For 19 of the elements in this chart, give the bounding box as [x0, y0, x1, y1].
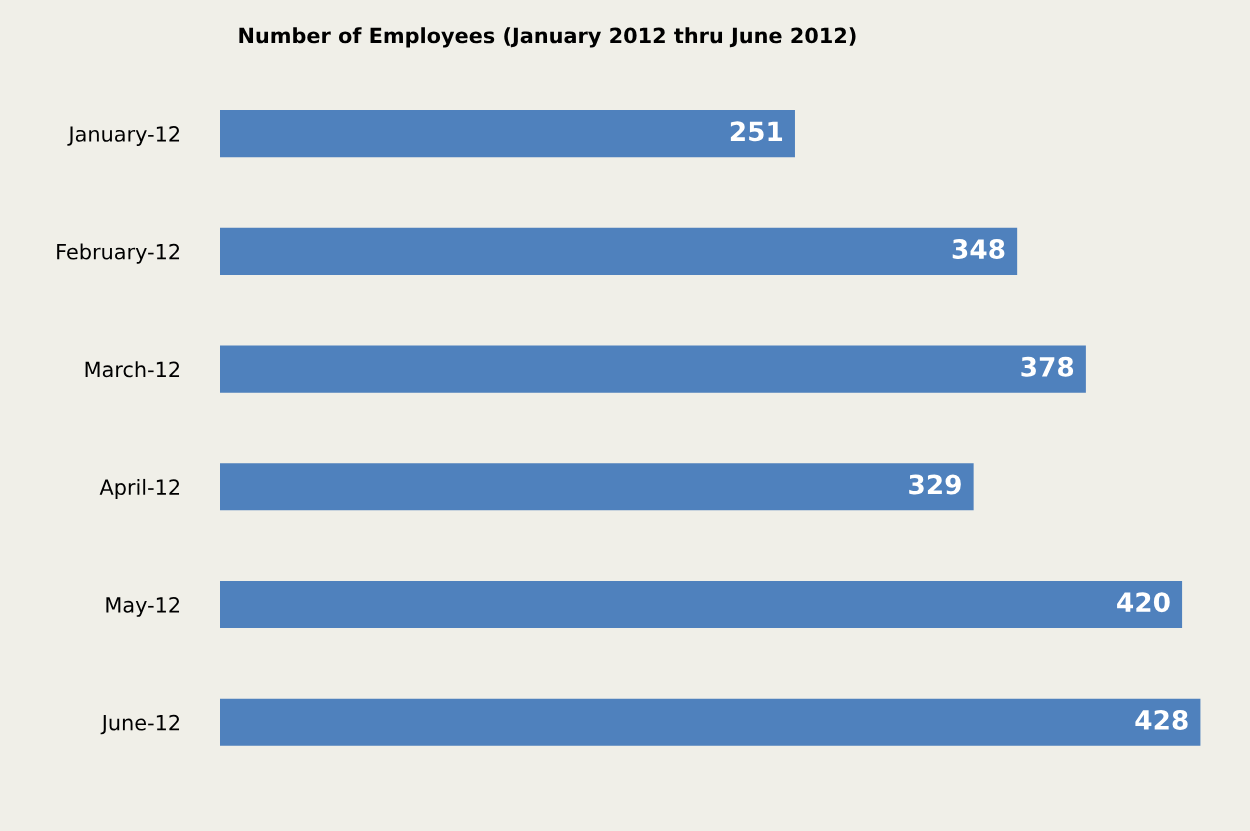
y-tick-label: March-12: [85, 361, 180, 378]
bar: [220, 463, 974, 511]
data-label: 329: [909, 474, 961, 495]
y-tick-label: May-12: [106, 597, 180, 617]
bar: [220, 581, 1183, 629]
data-label: 428: [1135, 709, 1188, 730]
bar: [220, 698, 1201, 746]
chart-title: Number of Employees (January 2012 thru June 2012): [239, 27, 856, 48]
data-label: 348: [952, 239, 1005, 260]
y-tick-label: February-12: [57, 243, 180, 264]
bar: [220, 110, 795, 158]
data-label: 378: [1021, 356, 1074, 377]
data-label: 251: [730, 121, 783, 142]
y-tick-label: June-12: [100, 714, 180, 735]
bar: [220, 227, 1018, 275]
data-label: 420: [1117, 592, 1170, 613]
y-tick-label: January-12: [67, 126, 180, 146]
y-tick-label: April-12: [99, 478, 180, 500]
bar: [220, 345, 1086, 393]
